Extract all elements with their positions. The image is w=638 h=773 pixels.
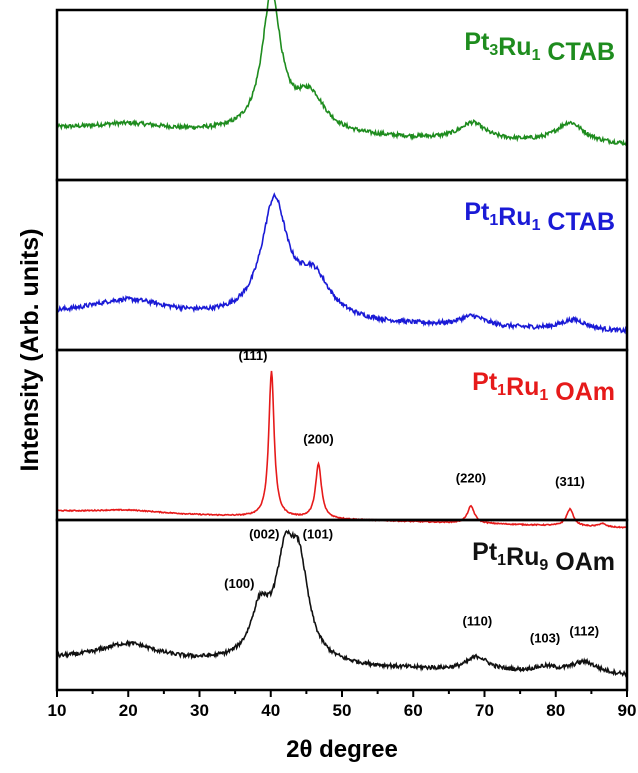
peak-label: (103) <box>530 630 560 645</box>
x-tick-label: 40 <box>261 701 280 720</box>
series-label: Pt1Ru1 CTAB <box>464 198 615 236</box>
peak-label: (220) <box>456 471 486 486</box>
series-line <box>56 529 628 678</box>
series-label: Pt1Ru9 OAm <box>472 538 615 576</box>
panel-1: Pt1Ru1 CTAB <box>55 178 629 352</box>
y-axis-title: Intensity (Arb. units) <box>16 228 44 471</box>
x-tick-label: 80 <box>546 701 565 720</box>
x-tick-label: 70 <box>475 701 494 720</box>
peak-label: (200) <box>303 432 333 447</box>
series-line <box>56 0 628 147</box>
x-tick-label: 60 <box>404 701 423 720</box>
x-axis-title: 2θ degree <box>286 736 398 763</box>
panel-3: Pt1Ru9 OAm (002) (101) (100) (110) (103) (112) <box>55 518 629 692</box>
panel-2: Pt1Ru1 OAm (111) (200) (220) (311) <box>55 348 629 529</box>
x-tick-label: 50 <box>333 701 352 720</box>
peak-label: (101) <box>303 527 333 542</box>
peak-label: (311) <box>555 474 585 489</box>
series-line <box>56 192 628 335</box>
x-tick-label: 10 <box>48 701 67 720</box>
peak-label: (111) <box>239 348 268 363</box>
panel-frame <box>55 8 629 182</box>
panel-0: Pt3Ru1 CTAB <box>55 0 629 182</box>
x-axis: 10 20 30 40 50 60 70 80 90 <box>48 690 637 720</box>
peak-label: (112) <box>569 624 599 639</box>
x-tick-label: 20 <box>119 701 138 720</box>
panel-frame <box>55 348 629 522</box>
panel-frame <box>55 178 629 352</box>
series-line <box>56 370 627 529</box>
series-label: Pt3Ru1 CTAB <box>464 28 615 66</box>
x-tick-label: 30 <box>190 701 209 720</box>
peak-label: (002) <box>249 527 279 542</box>
x-tick-label: 90 <box>618 701 637 720</box>
series-label: Pt1Ru1 OAm <box>472 368 615 406</box>
peak-label: (100) <box>224 576 254 591</box>
peak-label: (110) <box>463 613 493 628</box>
